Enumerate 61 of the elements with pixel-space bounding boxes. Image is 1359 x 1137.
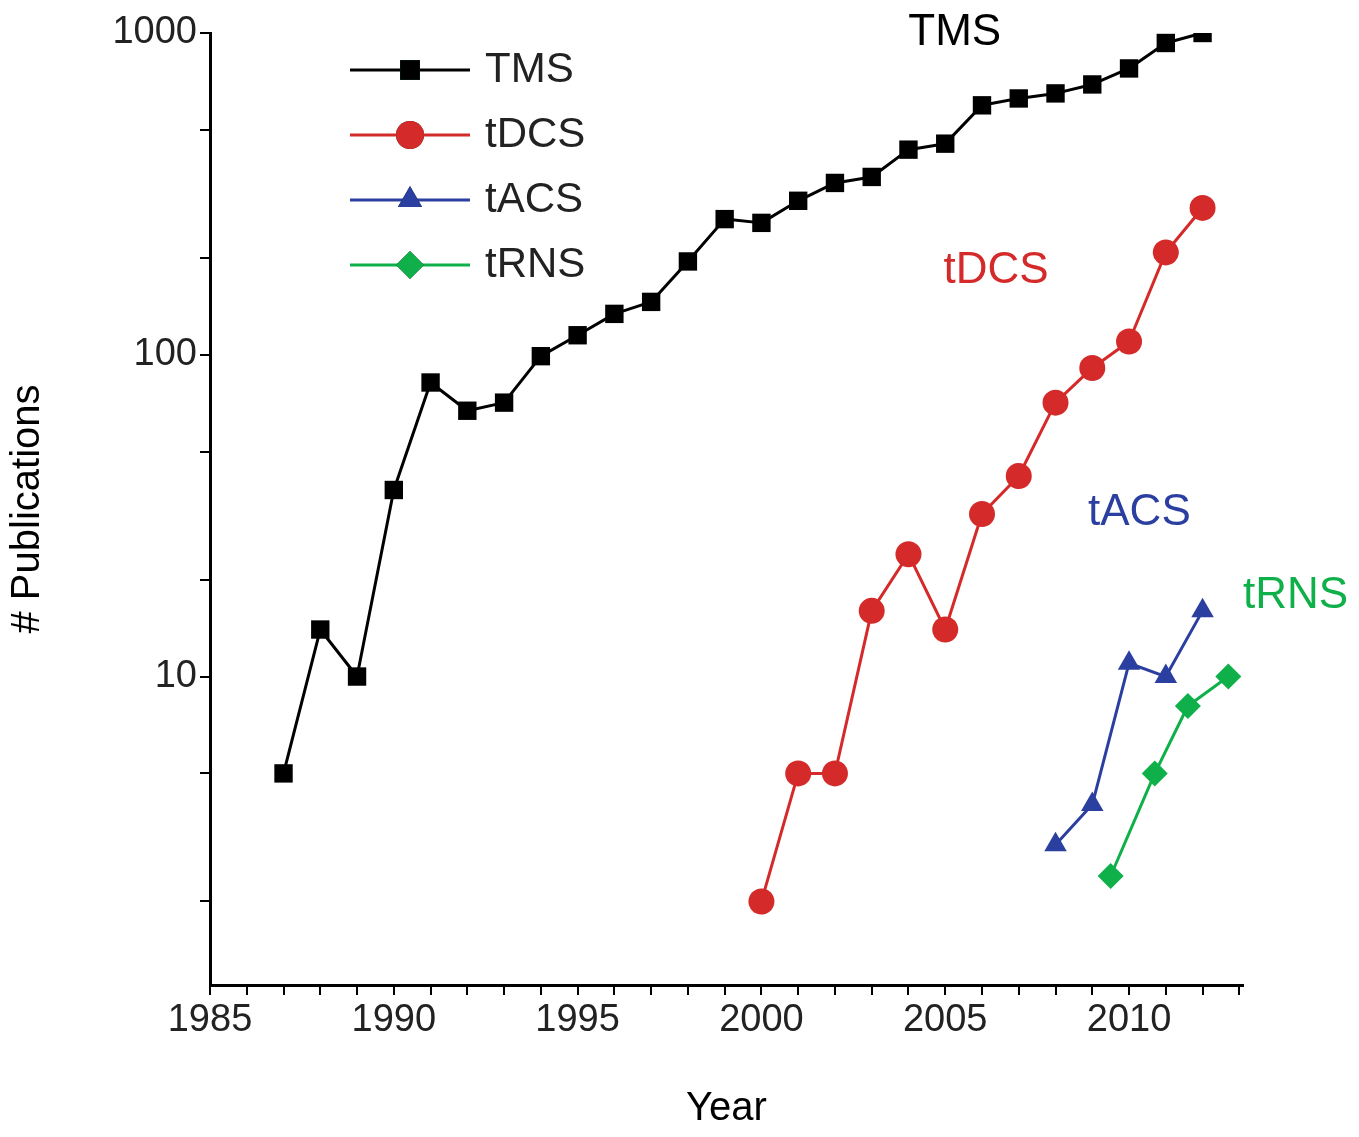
point: [1174, 692, 1201, 719]
annotation: tDCS: [943, 243, 1049, 293]
point: [274, 764, 293, 783]
point: [605, 304, 624, 324]
point: [968, 501, 995, 527]
x-tick-label: 1985: [167, 997, 253, 1040]
y-tick-label: 100: [133, 331, 197, 374]
point: [1046, 84, 1065, 103]
point: [936, 134, 955, 153]
point: [1079, 354, 1106, 381]
point: [972, 96, 992, 115]
x-tick-label: 2005: [902, 997, 988, 1040]
point: [641, 292, 661, 312]
point: [895, 541, 922, 568]
annotation: TMS: [908, 5, 1002, 55]
point: [1116, 328, 1143, 355]
point: [421, 373, 440, 392]
point: [1009, 89, 1028, 108]
point: [785, 760, 812, 787]
x-tick-label: 1990: [351, 997, 437, 1040]
x-tick-label: 2010: [1086, 997, 1172, 1040]
point: [862, 167, 881, 187]
point: [1156, 33, 1175, 53]
point: [347, 667, 367, 686]
point: [1189, 194, 1216, 221]
point: [458, 401, 477, 420]
point: [494, 393, 514, 412]
point: [568, 326, 587, 345]
point: [1097, 862, 1124, 889]
point: [1083, 75, 1102, 94]
point: [1042, 389, 1069, 416]
legend-label: tACS: [485, 173, 584, 221]
point: [531, 346, 551, 366]
point: [311, 620, 330, 639]
x-tick-label: 1995: [535, 997, 620, 1040]
legend-label: TMS: [485, 43, 574, 91]
point: [821, 760, 848, 787]
y-tick-label: 10: [154, 653, 197, 696]
point: [1141, 760, 1168, 787]
legend-label: tDCS: [485, 108, 586, 156]
text: tRNS: [1243, 567, 1349, 617]
point: [788, 191, 808, 210]
point: [715, 209, 734, 229]
x-tick-label: 2000: [719, 997, 804, 1040]
point: [858, 597, 885, 624]
point: [1152, 239, 1179, 266]
point: [825, 173, 845, 193]
point: [1005, 463, 1032, 489]
point: [752, 213, 771, 233]
point: [748, 888, 775, 915]
y-tick-label: 1000: [112, 9, 197, 52]
x-axis-title: Year: [686, 1084, 767, 1129]
point: [1215, 663, 1242, 690]
y-axis-title: # Publications: [3, 384, 48, 634]
legend-label: tRNS: [485, 238, 586, 286]
point: [678, 252, 698, 271]
point: [1119, 59, 1139, 78]
point: [932, 616, 959, 643]
annotation: tACS: [1088, 484, 1191, 534]
point: [899, 140, 918, 159]
point: [384, 480, 403, 500]
